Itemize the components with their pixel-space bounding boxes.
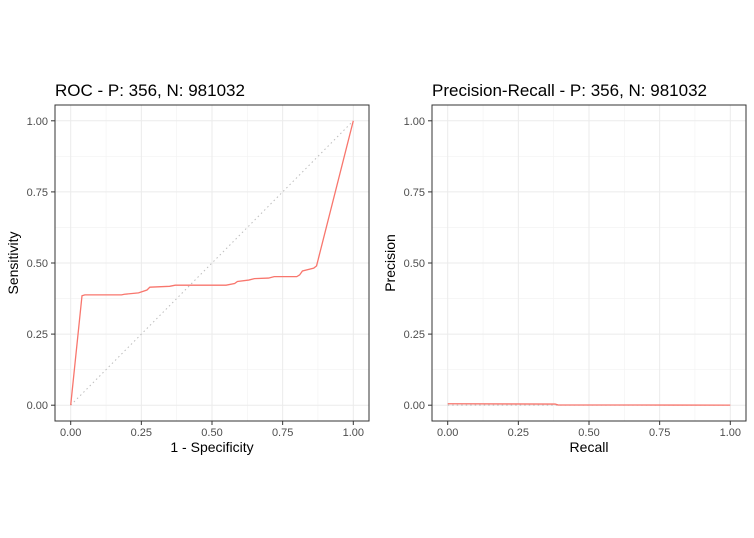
roc-x-tick-label: 0.25	[131, 427, 152, 439]
pr-x-tick-label: 1.00	[720, 427, 741, 439]
roc-y-tick-label: 0.00	[27, 400, 48, 412]
roc-curve-line	[70, 120, 354, 406]
pr-panel-border	[431, 104, 747, 422]
roc-x-axis-label: 1 - Specificity	[170, 439, 253, 455]
roc-x-tick-label: 0.50	[201, 427, 222, 439]
roc-x-tick-label: 0.75	[272, 427, 293, 439]
pr-y-axis-label: Precision	[382, 234, 398, 292]
roc-y-tick-label: 0.50	[27, 258, 48, 270]
pr-y-tick-label: 1.00	[404, 116, 425, 128]
roc-gridlines	[55, 105, 369, 421]
roc-x-tick-label: 1.00	[343, 427, 364, 439]
roc-y-tick-label: 0.75	[27, 187, 48, 199]
roc-y-tick-label: 0.25	[27, 329, 48, 341]
roc-x-tick-label: 0.00	[60, 427, 81, 439]
roc-y-tick-label: 1.00	[27, 116, 48, 128]
pr-y-tick-label: 0.75	[404, 187, 425, 199]
pr-x-tick-label: 0.50	[578, 427, 599, 439]
roc-title: ROC - P: 356, N: 981032	[55, 81, 245, 100]
pr-title: Precision-Recall - P: 356, N: 981032	[432, 81, 707, 100]
pr-x-tick-label: 0.75	[649, 427, 670, 439]
roc-panel-border	[54, 104, 370, 422]
roc-reference-line	[70, 120, 354, 406]
pr-x-tick-label: 0.00	[437, 427, 458, 439]
pr-y-tick-label: 0.25	[404, 329, 425, 341]
pr-y-tick-label: 0.00	[404, 400, 425, 412]
pr-x-tick-label: 0.25	[508, 427, 529, 439]
roc-y-axis-label: Sensitivity	[5, 231, 21, 294]
pr-curve-line	[447, 403, 731, 406]
roc-panel: ROC - P: 356, N: 981032 1 - Specificity …	[5, 81, 370, 455]
precision-recall-panel: Precision-Recall - P: 356, N: 981032 Rec…	[382, 81, 747, 455]
pr-x-axis-label: Recall	[570, 439, 609, 455]
pr-y-tick-label: 0.50	[404, 258, 425, 270]
